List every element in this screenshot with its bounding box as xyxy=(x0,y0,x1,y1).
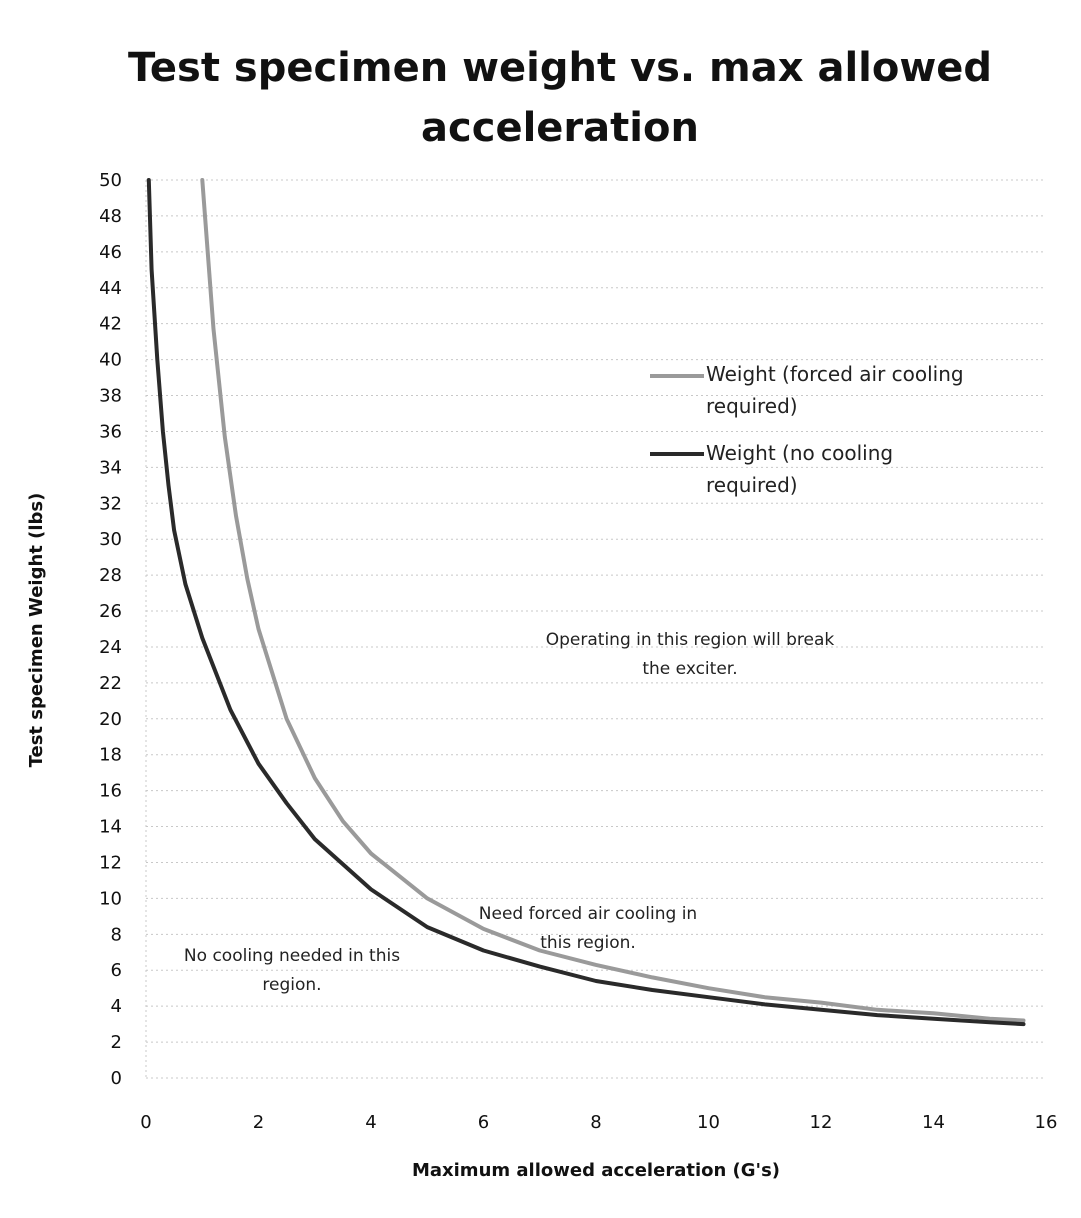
y-tick-label: 42 xyxy=(99,314,122,335)
y-tick-label: 22 xyxy=(99,673,122,694)
y-tick-label: 20 xyxy=(99,709,122,730)
y-tick-label: 48 xyxy=(99,206,122,227)
y-tick-label: 34 xyxy=(99,457,122,478)
y-tick-label: 6 xyxy=(111,960,122,981)
y-tick-label: 18 xyxy=(99,745,122,766)
y-tick-label: 28 xyxy=(99,565,122,586)
x-tick-label: 6 xyxy=(478,1112,489,1133)
y-tick-label: 26 xyxy=(99,601,122,622)
grid-lines xyxy=(146,179,1046,1043)
x-tick-label: 2 xyxy=(253,1112,264,1133)
y-tick-label: 10 xyxy=(99,888,122,909)
y-tick-label: 0 xyxy=(111,1068,122,1089)
y-tick-label: 2 xyxy=(111,1032,122,1053)
series-lines xyxy=(146,178,1026,1027)
annotation-forced-air-region: Need forced air cooling in this region. xyxy=(478,904,698,953)
y-tick-label: 16 xyxy=(99,781,122,802)
legend-label-no-cooling: Weight (no cooling required) xyxy=(706,441,894,497)
y-tick-label: 30 xyxy=(99,529,122,550)
x-axis-label: Maximum allowed acceleration (G's) xyxy=(411,1160,781,1181)
chart-title: Test specimen weight vs. max allowed acc… xyxy=(127,45,993,151)
y-tick-label: 46 xyxy=(99,242,122,263)
x-tick-label: 4 xyxy=(365,1112,376,1133)
legend-swatch-forced-air xyxy=(650,374,704,378)
y-tick-label: 36 xyxy=(99,421,122,442)
y-tick-label: 32 xyxy=(99,493,122,514)
y-tick-label: 12 xyxy=(99,852,122,873)
x-tick-label: 8 xyxy=(590,1112,601,1133)
y-axis-label: Test specimen Weight (lbs) xyxy=(26,492,47,768)
y-tick-label: 14 xyxy=(99,817,122,838)
y-tick-label: 24 xyxy=(99,637,122,658)
x-tick-label: 14 xyxy=(922,1112,945,1133)
y-tick-label: 40 xyxy=(99,350,122,371)
x-tick-label: 0 xyxy=(140,1112,151,1133)
series-line-forced-air xyxy=(200,178,1026,1023)
y-tick-label: 38 xyxy=(99,386,122,407)
legend-label-forced-air: Weight (forced air cooling required) xyxy=(706,362,964,418)
axes xyxy=(145,180,1046,1079)
tick-labels: 0246810121416182022242628303234363840424… xyxy=(99,170,1057,1133)
y-tick-label: 8 xyxy=(111,924,122,945)
series-line-no-cooling xyxy=(146,178,1026,1027)
x-tick-label: 10 xyxy=(697,1112,720,1133)
y-tick-label: 50 xyxy=(99,170,122,191)
x-tick-label: 16 xyxy=(1035,1112,1058,1133)
y-tick-label: 4 xyxy=(111,996,122,1017)
x-tick-label: 12 xyxy=(810,1112,833,1133)
legend-swatch-no-cooling xyxy=(650,452,704,456)
y-tick-label: 44 xyxy=(99,278,122,299)
annotation-break-region: Operating in this region will break the … xyxy=(545,630,835,679)
annotation-no-cooling-region: No cooling needed in this region. xyxy=(183,946,401,995)
